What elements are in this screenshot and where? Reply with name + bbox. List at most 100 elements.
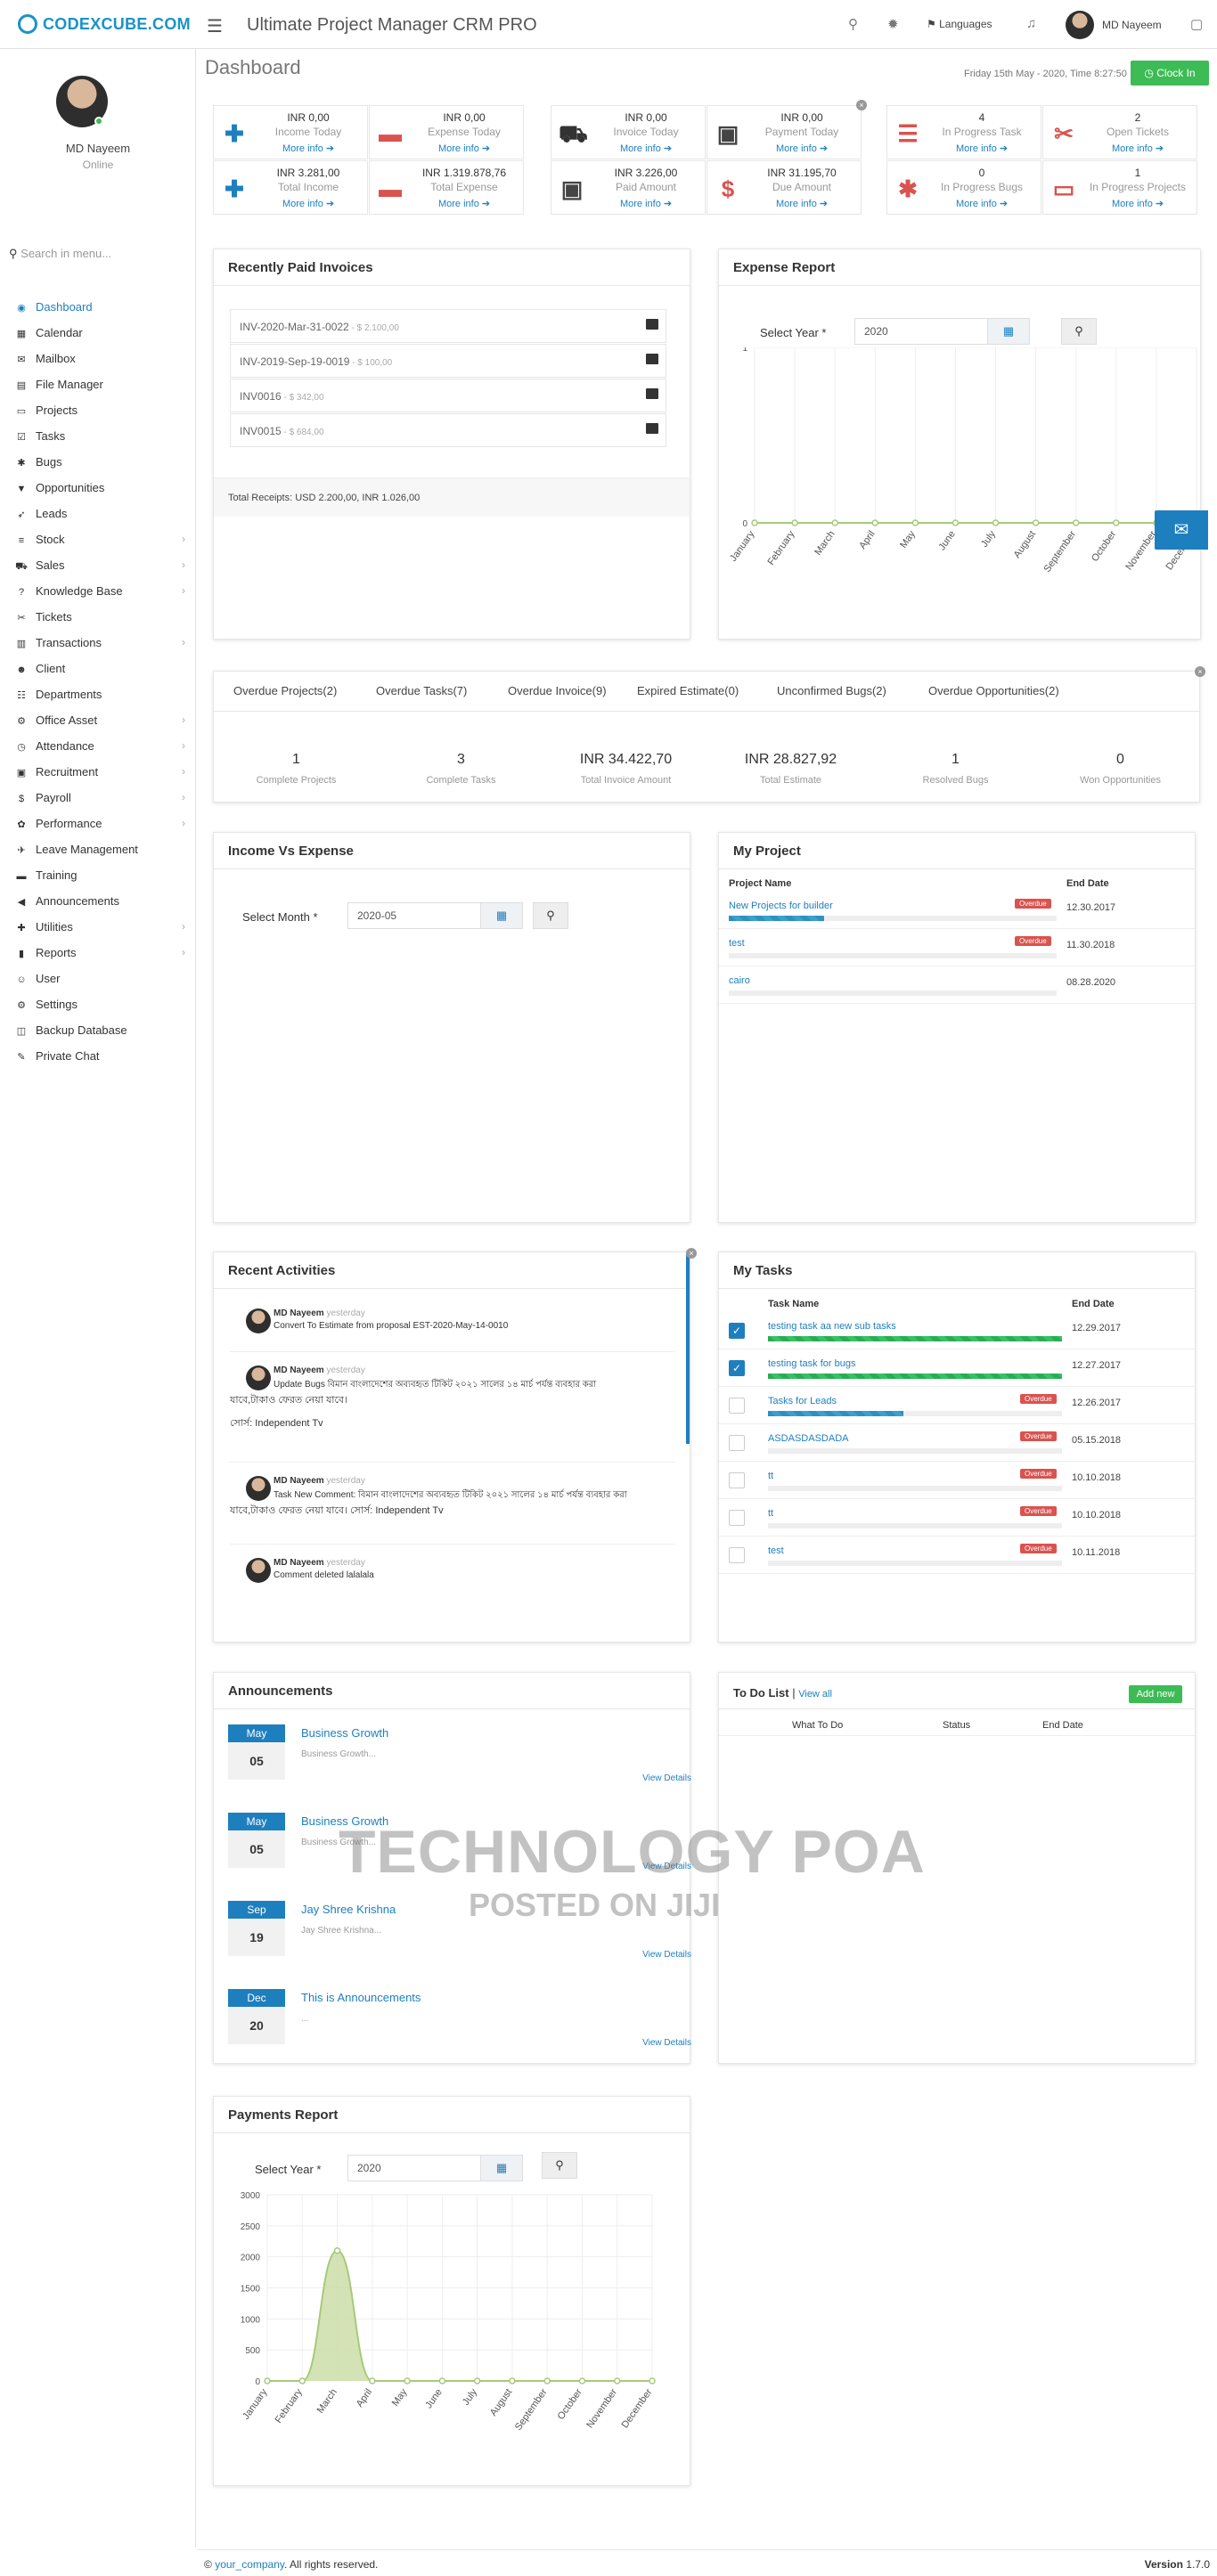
task-link[interactable]: test <box>768 1545 784 1556</box>
sidebar-item-tickets[interactable]: ✂ Tickets <box>0 604 196 630</box>
task-checkbox[interactable] <box>729 1510 745 1526</box>
tab-2[interactable]: Overdue Tasks(7) <box>376 684 468 697</box>
invoice-row[interactable]: INV-2019-Sep-19-0019 - $ 100,00 <box>230 344 666 378</box>
sidebar-item-reports[interactable]: ▮ Reports › <box>0 940 196 966</box>
more-info-link[interactable]: More info ➔ <box>923 143 1041 154</box>
view-all-link[interactable]: View all <box>798 1689 832 1700</box>
announcement-title[interactable]: Business Growth <box>301 1726 389 1740</box>
task-checkbox[interactable] <box>729 1472 745 1488</box>
income-expense-search-button[interactable]: ⚲ <box>533 902 568 929</box>
sidebar-item-announcements[interactable]: ◀ Announcements <box>0 888 196 914</box>
month-input[interactable]: 2020-05 <box>347 902 481 929</box>
window-icon[interactable]: ▢ <box>1190 17 1204 32</box>
sidebar-item-transactions[interactable]: ▥ Transactions › <box>0 630 196 656</box>
view-details-link[interactable]: View Details <box>642 1773 691 1783</box>
invoice-icon[interactable] <box>646 388 658 399</box>
invoice-row[interactable]: INV0016 - $ 342,00 <box>230 379 666 412</box>
more-info-link[interactable]: More info ➔ <box>743 143 861 154</box>
calendar-icon[interactable]: ▦ <box>480 902 523 929</box>
view-details-link[interactable]: View Details <box>642 2038 691 2048</box>
close-icon[interactable]: × <box>856 100 867 110</box>
search-icon[interactable]: ⚲ <box>848 17 858 32</box>
calendar-icon[interactable]: ▦ <box>987 318 1030 345</box>
project-link[interactable]: New Projects for builder <box>729 901 833 911</box>
sidebar-item-calendar[interactable]: ▦ Calendar <box>0 320 196 346</box>
more-info-link[interactable]: More info ➔ <box>249 143 367 154</box>
announcement-title[interactable]: This is Announcements <box>301 1991 421 2004</box>
tab-5[interactable]: Unconfirmed Bugs(2) <box>777 684 886 697</box>
bell-icon[interactable]: ♫ <box>1026 16 1037 31</box>
sidebar-item-file-manager[interactable]: ▤ File Manager <box>0 371 196 397</box>
sidebar-item-client[interactable]: ☻ Client <box>0 656 196 681</box>
sidebar-item-departments[interactable]: ☷ Departments <box>0 681 196 707</box>
sidebar-item-leads[interactable]: ➶ Leads <box>0 501 196 526</box>
task-checkbox[interactable] <box>729 1435 745 1451</box>
activities-scrollbar[interactable] <box>686 1252 690 1444</box>
task-checkbox[interactable] <box>729 1398 745 1414</box>
invoice-icon[interactable] <box>646 354 658 364</box>
more-info-link[interactable]: More info ➔ <box>587 198 705 209</box>
tab-6[interactable]: Overdue Opportunities(2) <box>928 684 1059 697</box>
tab-4[interactable]: Expired Estimate(0) <box>637 684 739 697</box>
sidebar-item-tasks[interactable]: ☑ Tasks <box>0 423 196 449</box>
invoice-ref[interactable]: INV-2020-Mar-31-0022 <box>240 321 349 333</box>
more-info-link[interactable]: More info ➔ <box>1079 198 1197 209</box>
logo[interactable]: CODEXCUBE.COM <box>18 14 191 34</box>
invoice-ref[interactable]: INV-2019-Sep-19-0019 <box>240 355 350 368</box>
close-icon[interactable]: × <box>686 1248 697 1259</box>
invoice-icon[interactable] <box>646 423 658 434</box>
sidebar-item-leave-management[interactable]: ✈ Leave Management <box>0 836 196 862</box>
view-details-link[interactable]: View Details <box>642 1950 691 1960</box>
sidebar-item-stock[interactable]: ≡ Stock › <box>0 526 196 552</box>
menu-toggle-icon[interactable]: ☰ <box>207 17 223 37</box>
clock-in-button[interactable]: ◷ Clock In <box>1131 61 1209 86</box>
announcement-title[interactable]: Jay Shree Krishna <box>301 1903 396 1916</box>
sidebar-item-backup-database[interactable]: ◫ Backup Database <box>0 1017 196 1043</box>
close-icon[interactable]: × <box>1195 666 1205 677</box>
sidebar-item-private-chat[interactable]: ✎ Private Chat <box>0 1043 196 1069</box>
task-link[interactable]: Tasks for Leads <box>768 1396 837 1406</box>
invoice-ref[interactable]: INV0015 <box>240 425 282 437</box>
sidebar-item-recruitment[interactable]: ▣ Recruitment › <box>0 759 196 785</box>
gear-icon[interactable]: ✹ <box>887 17 899 32</box>
invoice-icon[interactable] <box>646 319 658 330</box>
header-avatar[interactable] <box>1066 11 1094 39</box>
sidebar-item-mailbox[interactable]: ✉ Mailbox <box>0 346 196 371</box>
more-info-link[interactable]: More info ➔ <box>405 143 523 154</box>
task-link[interactable]: tt <box>768 1508 774 1519</box>
sidebar-item-knowledge-base[interactable]: ? Knowledge Base › <box>0 578 196 604</box>
sidebar-item-attendance[interactable]: ◷ Attendance › <box>0 733 196 759</box>
more-info-link[interactable]: More info ➔ <box>923 198 1041 209</box>
task-link[interactable]: testing task for bugs <box>768 1358 856 1369</box>
announcement-title[interactable]: Business Growth <box>301 1814 389 1828</box>
tab-3[interactable]: Overdue Invoice(9) <box>508 684 607 697</box>
sidebar-item-projects[interactable]: ▭ Projects <box>0 397 196 423</box>
task-link[interactable]: tt <box>768 1471 774 1481</box>
sidebar-item-opportunities[interactable]: ▼ Opportunities <box>0 475 196 501</box>
sidebar-item-bugs[interactable]: ✱ Bugs <box>0 449 196 475</box>
task-link[interactable]: testing task aa new sub tasks <box>768 1321 896 1332</box>
task-link[interactable]: ASDASDASDADA <box>768 1433 849 1444</box>
more-info-link[interactable]: More info ➔ <box>249 198 367 209</box>
more-info-link[interactable]: More info ➔ <box>405 198 523 209</box>
invoice-row[interactable]: INV0015 - $ 684,00 <box>230 413 666 447</box>
sidebar-item-payroll[interactable]: $ Payroll › <box>0 785 196 811</box>
more-info-link[interactable]: More info ➔ <box>587 143 705 154</box>
sidebar-item-dashboard[interactable]: ◉ Dashboard <box>0 294 196 320</box>
sidebar-item-utilities[interactable]: ✚ Utilities › <box>0 914 196 940</box>
tab-1[interactable]: Overdue Projects(2) <box>233 684 338 697</box>
more-info-link[interactable]: More info ➔ <box>1079 143 1197 154</box>
task-checkbox[interactable]: ✓ <box>729 1360 745 1376</box>
calendar-icon[interactable]: ▦ <box>480 2155 523 2181</box>
sidebar-item-training[interactable]: ▬ Training <box>0 862 196 888</box>
sidebar-item-performance[interactable]: ✿ Performance › <box>0 811 196 836</box>
sidebar-item-settings[interactable]: ⚙ Settings <box>0 991 196 1017</box>
more-info-link[interactable]: More info ➔ <box>743 198 861 209</box>
sidebar-item-office-asset[interactable]: ⚙ Office Asset › <box>0 707 196 733</box>
sidebar-item-sales[interactable]: ⛟ Sales › <box>0 552 196 578</box>
project-link[interactable]: cairo <box>729 975 750 986</box>
header-user-name[interactable]: MD Nayeem <box>1102 19 1162 31</box>
project-link[interactable]: test <box>729 938 745 949</box>
view-details-link[interactable]: View Details <box>642 1862 691 1871</box>
task-checkbox[interactable]: ✓ <box>729 1323 745 1339</box>
